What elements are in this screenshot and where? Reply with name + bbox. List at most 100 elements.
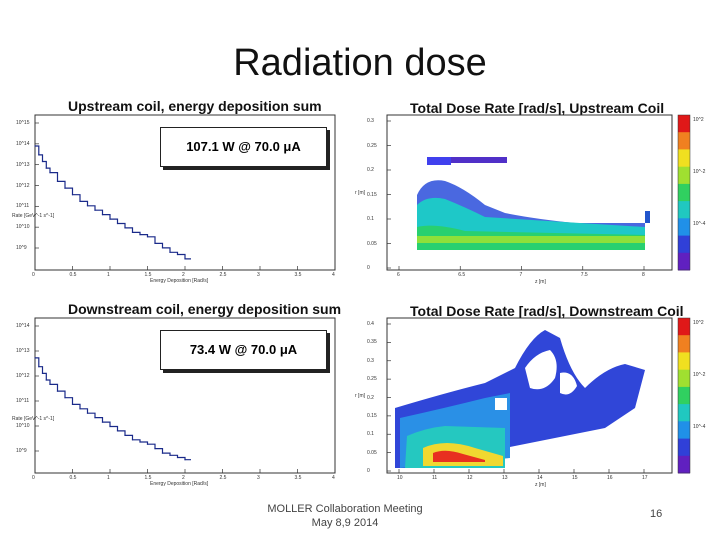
y-tick-label: 0.2 (367, 394, 374, 401)
y-tick-label: 0.1 (367, 216, 374, 222)
histogram-bin (161, 452, 164, 454)
downstream-energy-histogram: Downstream coil, energy deposition sum 7… (10, 298, 342, 488)
heatmap-svg (386, 317, 691, 474)
x-tick-label: 2 (182, 272, 185, 278)
colorbar-tick-label: 10^-2 (693, 372, 706, 378)
colorbar-tick-label: 10^-4 (693, 424, 706, 430)
histogram-bin (56, 180, 59, 182)
histogram-bin (86, 205, 89, 207)
histogram-bin (169, 251, 171, 253)
histogram-bin (154, 448, 156, 450)
x-tick-label: 4 (332, 272, 335, 278)
x-tick-label: 0 (32, 475, 35, 481)
x-tick-label: 3.5 (294, 475, 302, 481)
x-tick-label: 2.5 (219, 475, 227, 481)
power-annotation-box: 73.4 W @ 70.0 μA (160, 330, 327, 370)
colorbar-frame (677, 114, 691, 271)
y-tick-label: 0.05 (367, 240, 377, 247)
histogram-bin (49, 172, 51, 174)
histogram-bin (139, 234, 141, 236)
colorbar-frame (677, 317, 691, 474)
histogram-bin (45, 167, 47, 169)
histogram-bin (34, 145, 36, 147)
x-tick-label: 2 (182, 475, 185, 481)
histogram-bin (154, 242, 156, 244)
histogram-bin (139, 441, 141, 443)
y-tick-label: 10^12 (16, 373, 30, 379)
y-tick-label: 10^10 (16, 423, 30, 429)
histogram-bin (109, 425, 111, 428)
y-axis-label: Rate [GeV^-1 s^-1] (12, 212, 55, 219)
colorbar-segment (678, 183, 690, 202)
x-axis-label: Energy Deposition [Rad/s] (150, 481, 209, 487)
colorbar-segment (678, 455, 690, 474)
histogram-bin (116, 430, 119, 432)
histogram-bin (64, 397, 66, 399)
colorbar-segment (678, 421, 690, 439)
y-tick-label: 0.4 (367, 321, 374, 327)
slide-footer: MOLLER Collaboration Meeting May 8,9 201… (250, 502, 440, 530)
x-tick-label: 0.5 (69, 272, 77, 278)
upstream-energy-histogram: Upstream coil, energy deposition sum 107… (10, 95, 340, 285)
power-annotation-box: 107.1 W @ 70.0 μA (160, 127, 327, 167)
histogram-bin (71, 403, 74, 405)
colorbar-segment (678, 252, 690, 271)
y-tick-label: 0 (367, 468, 370, 474)
y-tick-label: 0.15 (367, 412, 377, 419)
histogram-bin (176, 456, 179, 459)
colorbar-segment (678, 352, 690, 371)
colorbar-segment (678, 404, 690, 422)
upstream-dose-heatmap: Total Dose Rate [rad/s], Upstream Coil 1… (345, 95, 710, 285)
histogram-bin (41, 372, 44, 374)
x-tick-label: 3.5 (294, 272, 302, 278)
histogram-svg (34, 114, 336, 271)
x-tick-label: 14 (537, 475, 543, 481)
y-tick-label: 0.3 (367, 357, 374, 364)
chart-title: Total Dose Rate [rad/s], Downstream Coil (410, 303, 684, 319)
x-tick-label: 3 (257, 272, 260, 278)
y-tick-label: 0.25 (367, 142, 377, 149)
y-tick-label: 10^15 (16, 120, 30, 126)
y-tick-label: 10^14 (16, 140, 30, 147)
histogram-bin (49, 383, 51, 385)
x-tick-label: 2.5 (219, 272, 227, 278)
y-tick-label: 0.15 (367, 191, 377, 198)
histogram-bin (56, 390, 59, 392)
x-tick-label: 6.5 (458, 272, 466, 278)
histogram-bin (34, 357, 36, 359)
colorbar-segment (678, 149, 690, 168)
chart-title: Downstream coil, energy deposition sum (68, 301, 342, 317)
y-tick-label: 0.05 (367, 449, 377, 456)
x-tick-label: 1.5 (144, 272, 152, 278)
histogram-bin (146, 236, 149, 238)
histogram-bin (101, 421, 104, 423)
colorbar-segment (678, 318, 690, 336)
x-tick-label: 12 (467, 475, 473, 481)
x-axis-label: z [m] (535, 279, 546, 285)
y-tick-label: 0.3 (367, 118, 374, 124)
x-tick-label: 17 (642, 475, 648, 481)
colorbar-tick-label: 10^2 (693, 117, 704, 123)
x-tick-label: 1.5 (144, 475, 152, 481)
y-axis-label: r [m] (355, 393, 365, 399)
x-axis-label: Energy Deposition [Rad/s] (150, 278, 209, 284)
x-tick-label: 7 (519, 272, 523, 278)
heatmap-region-strip (427, 157, 451, 165)
colorbar-tick-label: 10^2 (693, 320, 704, 326)
colorbar-segment (678, 335, 690, 353)
colorbar-tick-label: 10^-4 (693, 221, 706, 227)
x-tick-label: 15 (572, 475, 578, 481)
x-tick-label: 8 (642, 272, 645, 278)
histogram-bin (86, 412, 89, 414)
histogram-bin (101, 214, 104, 216)
histogram-bin (71, 194, 74, 196)
page-number: 16 (650, 508, 663, 520)
x-tick-label: 0.5 (69, 475, 77, 481)
histogram-bin (146, 443, 149, 445)
histogram-bin (109, 218, 111, 220)
histogram-svg (34, 317, 336, 474)
histogram-bin (45, 379, 47, 381)
y-axis-label: r [m] (355, 190, 365, 196)
chart-title: Upstream coil, energy deposition sum (68, 98, 322, 114)
histogram-bin (79, 200, 81, 202)
